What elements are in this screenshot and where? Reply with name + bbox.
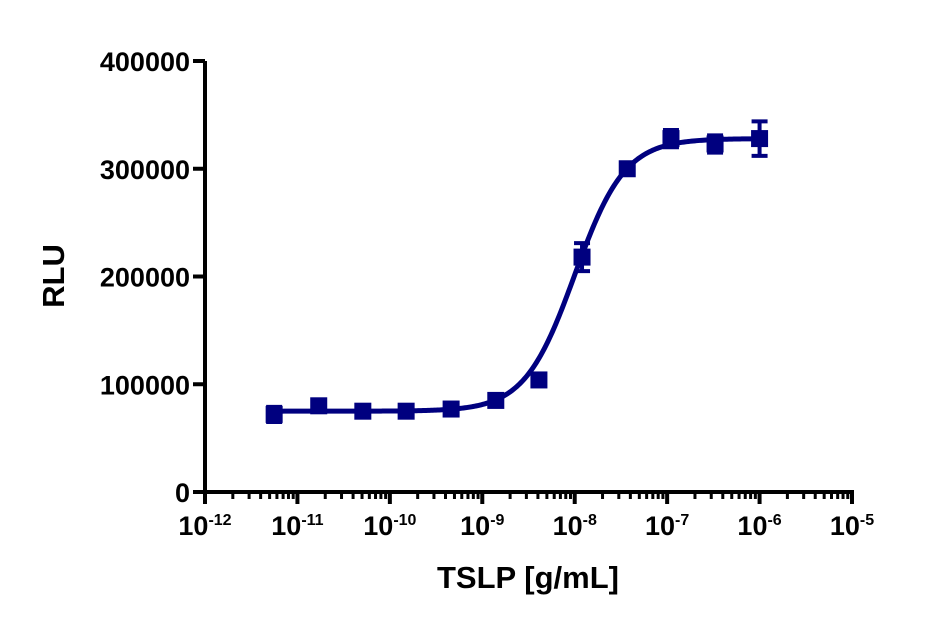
data-point — [265, 404, 283, 424]
data-point — [530, 371, 548, 389]
x-tick-label: 10-9 — [460, 511, 504, 541]
square-marker — [397, 402, 415, 420]
square-marker — [265, 405, 283, 423]
x-axis-title: TSLP [g/mL] — [437, 560, 619, 595]
data-point — [354, 402, 372, 420]
x-tick-labels: 10-12 10-11 10-10 10-9 10-8 10-7 10-6 10-5 — [178, 511, 874, 541]
square-marker — [751, 130, 769, 148]
square-marker — [310, 397, 328, 415]
square-marker — [662, 130, 680, 148]
square-marker — [442, 400, 460, 418]
x-tick-label: 10-11 — [271, 511, 323, 541]
x-tick-label: 10-10 — [363, 511, 416, 541]
data-point — [310, 397, 328, 415]
data-point — [751, 119, 769, 158]
x-tick-label: 10-5 — [830, 511, 874, 541]
x-tick-label: 10-8 — [553, 511, 597, 541]
y-tick-label: 200000 — [100, 263, 190, 293]
square-marker — [487, 391, 505, 409]
data-point — [618, 160, 636, 178]
fit-curve — [274, 136, 760, 414]
data-point — [397, 402, 415, 420]
square-marker — [530, 371, 548, 389]
data-point — [487, 391, 505, 409]
data-point — [706, 133, 724, 155]
x-tick-label: 10-7 — [645, 511, 689, 541]
square-marker — [706, 135, 724, 153]
y-tick-label: 100000 — [100, 370, 190, 400]
axes — [193, 59, 854, 504]
y-tick-label: 400000 — [100, 47, 190, 77]
data-point — [442, 400, 460, 418]
square-marker — [354, 402, 372, 420]
y-tick-labels: 0 100000 200000 300000 400000 — [100, 47, 190, 508]
square-marker — [573, 248, 591, 266]
square-marker — [618, 160, 636, 178]
y-tick-label: 0 — [175, 478, 190, 508]
data-point — [573, 241, 591, 274]
y-axis-title: RLU — [36, 244, 71, 308]
x-tick-label: 10-12 — [178, 511, 231, 541]
data-points — [265, 119, 769, 424]
x-tick-label: 10-6 — [737, 511, 781, 541]
y-tick-label: 300000 — [100, 155, 190, 185]
data-point — [662, 127, 680, 150]
